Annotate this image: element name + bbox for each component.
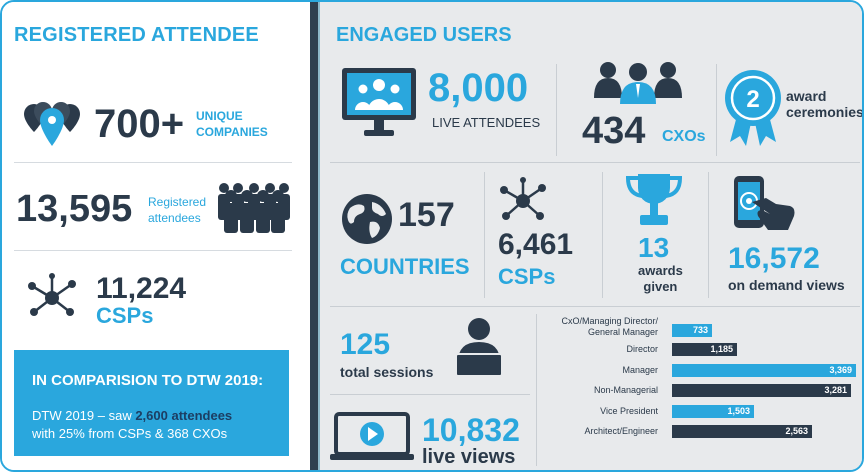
- engaged-csps-label: CSPs: [498, 264, 556, 289]
- comparison-box: IN COMPARISION TO DTW 2019: DTW 2019 – s…: [14, 350, 289, 456]
- monitor-audience-icon: [342, 68, 416, 136]
- chart-category-label: Manager: [622, 365, 658, 375]
- chart-bars-area: 733 1,185 3,369 3,281 1,503 2,563: [672, 314, 856, 464]
- award-ceremonies-line1: award: [786, 88, 827, 104]
- engaged-users-panel: ENGAGED USERS 8,000 LIVE ATTENDEES: [320, 2, 864, 470]
- live-views-count: 10,832: [422, 412, 520, 448]
- registered-attendee-panel: REGISTERED ATTENDEE 700+ UNIQUE COMPANIE…: [2, 2, 310, 470]
- awards-count: 13: [638, 232, 670, 263]
- panel-divider-accent: [318, 2, 320, 470]
- video-play-icon: [330, 412, 414, 460]
- divider: [330, 306, 860, 307]
- countries-count: 157: [398, 196, 455, 234]
- chart-category-label: Vice President: [600, 406, 658, 416]
- award-badge-number: 2: [746, 86, 759, 113]
- award-badge-icon: 2: [725, 70, 781, 146]
- companies-label-line1: UNIQUE: [196, 109, 243, 123]
- chart-bar: [672, 324, 712, 337]
- divider: [536, 314, 537, 466]
- csps-count: 11,224: [96, 272, 187, 305]
- panel-divider: [310, 2, 318, 470]
- registered-label-line1: Registered: [148, 195, 207, 209]
- companies-label-line2: COMPANIES: [196, 125, 268, 139]
- comparison-line1: DTW 2019 – saw 2,600 attendees: [32, 408, 232, 423]
- on-demand-label: on demand views: [728, 277, 845, 293]
- globe-icon: [342, 194, 392, 244]
- chart-bar: [672, 425, 812, 438]
- registered-attendee-title: REGISTERED ATTENDEE: [14, 24, 259, 46]
- chart-value-label: 2,563: [785, 426, 808, 436]
- award-ceremonies-line2: ceremonies: [786, 104, 864, 120]
- divider: [14, 250, 292, 251]
- divider: [330, 394, 530, 395]
- chart-category-label: CxO/Managing Director/General Manager: [561, 316, 658, 337]
- registered-label-line2: attendees: [148, 211, 201, 225]
- engaged-csps-count: 6,461: [498, 228, 574, 261]
- location-pins-icon: [24, 102, 80, 146]
- chart-bar: [672, 405, 754, 418]
- network-icon: [28, 273, 76, 316]
- comparison-title: IN COMPARISION TO DTW 2019:: [32, 372, 264, 389]
- engaged-users-title: ENGAGED USERS: [336, 24, 512, 46]
- divider: [330, 162, 860, 163]
- chart-value-label: 733: [692, 325, 708, 335]
- award-ceremonies-label: award ceremonies: [786, 88, 864, 120]
- awards-label-line1: awards: [638, 263, 683, 278]
- sessions-label: total sessions: [340, 364, 434, 380]
- live-attendees-count: 8,000: [428, 66, 529, 110]
- chart-category-labels: CxO/Managing Director/General Manager Dir…: [540, 314, 658, 464]
- executives-icon: [594, 62, 682, 104]
- comparison-highlight: 2,600 attendees: [135, 408, 233, 423]
- chart-value-label: 3,281: [824, 385, 847, 395]
- csps-label: CSPs: [96, 303, 154, 328]
- live-views-label: live views: [422, 446, 516, 468]
- divider: [14, 162, 292, 163]
- on-demand-count: 16,572: [728, 242, 820, 275]
- chart-value-label: 1,503: [727, 406, 750, 416]
- chart-value-label: 3,369: [829, 365, 852, 375]
- comparison-text: DTW 2019 – saw: [32, 408, 136, 423]
- job-role-bar-chart: CxO/Managing Director/General Manager Dir…: [540, 314, 860, 464]
- live-attendees-label: LIVE ATTENDEES: [432, 115, 541, 130]
- divider: [716, 64, 717, 156]
- cxos-label: CXOs: [662, 128, 706, 145]
- presenter-laptop-icon: [455, 318, 503, 377]
- divider: [602, 172, 603, 298]
- chart-category-label: Director: [626, 344, 658, 354]
- sessions-count: 125: [340, 328, 391, 361]
- companies-count: 700+: [94, 102, 185, 146]
- chart-bar: [672, 384, 851, 397]
- divider: [556, 64, 557, 156]
- cxos-count: 434: [582, 110, 646, 152]
- countries-label: COUNTRIES: [340, 254, 470, 279]
- registered-label: Registered attendees: [148, 194, 206, 226]
- chart-category-label: Non-Managerial: [593, 385, 658, 395]
- divider: [708, 172, 709, 298]
- chart-bar: [672, 364, 856, 377]
- crowd-icon: [218, 183, 290, 233]
- comparison-line2: with 25% from CSPs & 368 CXOs: [32, 426, 228, 441]
- trophy-icon: [625, 174, 683, 225]
- awards-label-line2: given: [643, 279, 678, 294]
- network-icon: [500, 177, 546, 220]
- chart-value-label: 1,185: [710, 344, 733, 354]
- chart-bar: [672, 343, 737, 356]
- chart-category-label: Architect/Engineer: [584, 426, 658, 436]
- awards-label: awards given: [638, 263, 683, 295]
- phone-touch-icon: [734, 176, 795, 230]
- divider: [484, 172, 485, 298]
- registered-count: 13,595: [16, 188, 133, 230]
- companies-label: UNIQUE COMPANIES: [196, 108, 268, 140]
